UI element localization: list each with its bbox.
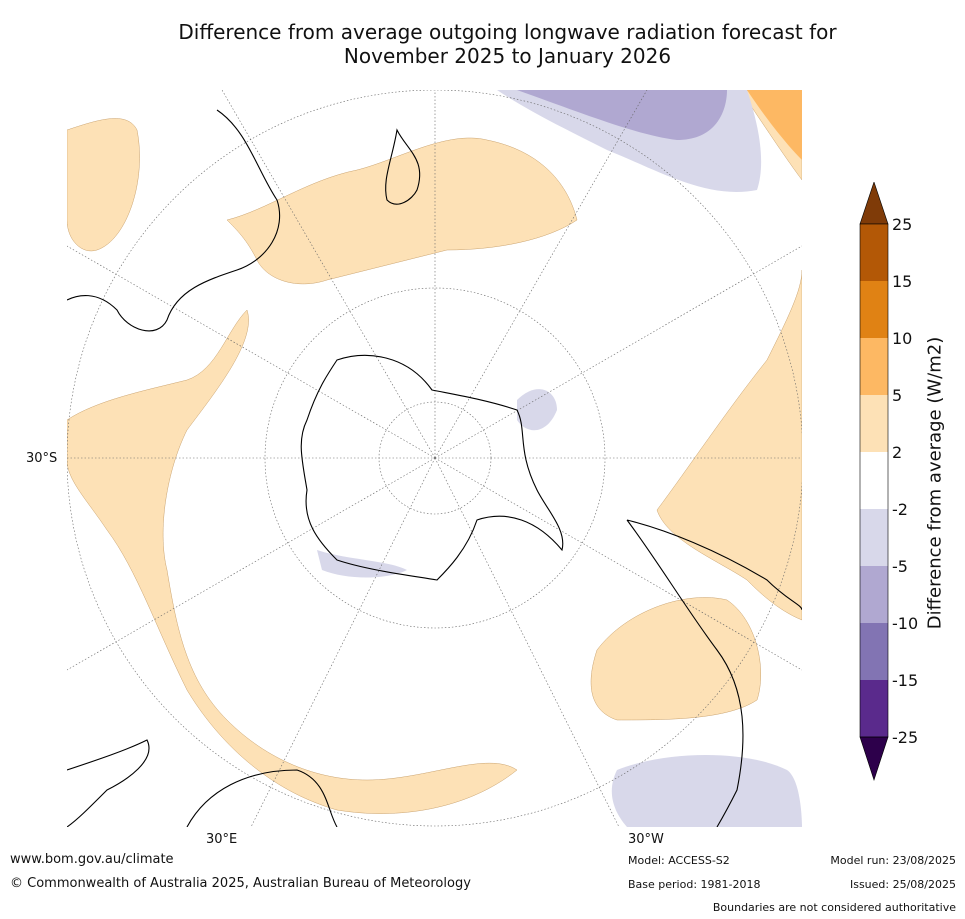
colorbar-segment-neg10-neg15 xyxy=(860,623,888,680)
anomaly-region-australia-nz xyxy=(226,137,578,285)
longitude-label-30w: 30°W xyxy=(628,832,664,847)
new-zealand-coastline xyxy=(385,128,421,205)
latitude-label-30s: 30°S xyxy=(26,451,58,466)
footer-base-period: Base period: 1981-2018 xyxy=(628,878,761,891)
colorbar-segment-15-10 xyxy=(860,281,888,338)
anomaly-region-southern-africa xyxy=(67,118,140,252)
footer-model: Model: ACCESS-S2 xyxy=(628,854,730,867)
colorbar xyxy=(859,182,889,781)
title-line-2: November 2025 to January 2026 xyxy=(343,44,672,68)
positive-anomaly-regions xyxy=(67,90,802,814)
meridian-150e xyxy=(221,90,436,459)
colorbar-label: Difference from average (W/m2) xyxy=(924,336,946,630)
colorbar-segment-neg5-neg10 xyxy=(860,566,888,623)
meridian-30e xyxy=(250,457,436,827)
colorbar-extend-max xyxy=(859,182,889,225)
map-canvas xyxy=(67,90,802,827)
meridian-60e xyxy=(67,457,436,671)
antarctica-coastline xyxy=(300,354,564,581)
south-america-coastline xyxy=(626,519,802,827)
longitude-label-30e: 30°E xyxy=(206,832,238,847)
anomaly-region-south-atlantic xyxy=(590,597,761,721)
graticule xyxy=(67,90,802,827)
footer-model-run: Model run: 23/08/2025 xyxy=(830,854,956,867)
anomaly-region-south-atlantic-negative xyxy=(611,755,802,827)
colorbar-tick-2: 2 xyxy=(892,443,903,462)
anomaly-region-indian-ocean-band xyxy=(67,309,518,814)
chart-title: Difference from average outgoing longwav… xyxy=(100,20,915,68)
colorbar-tick-neg2: -2 xyxy=(892,500,908,519)
anomaly-region-antarctic-negative xyxy=(517,389,557,431)
negative-anomaly-regions xyxy=(317,90,802,827)
footer-disclaimer: Boundaries are not considered authoritat… xyxy=(712,901,956,914)
colorbar-segment-10-5 xyxy=(860,338,888,395)
anomaly-region-pacific-negative-mid xyxy=(517,90,727,140)
colorbar-segment-25-15 xyxy=(860,224,888,281)
colorbar-outline xyxy=(859,223,889,738)
southern-africa-coastline-2 xyxy=(186,769,338,827)
meridian-30w xyxy=(434,457,620,827)
colorbar-segment-neg15-neg25 xyxy=(860,680,888,737)
anomaly-region-strong-positive xyxy=(747,90,802,160)
meridian-120w xyxy=(434,245,802,459)
colorbar-tick-neg15: -15 xyxy=(892,671,919,690)
latitude-circle-60s xyxy=(264,287,606,629)
southern-africa-coastline xyxy=(67,739,150,827)
title-line-1: Difference from average outgoing longwav… xyxy=(178,20,837,44)
latitude-circle-30s xyxy=(67,90,802,827)
colorbar-tick-5: 5 xyxy=(892,386,903,405)
meridian-60w xyxy=(434,457,802,671)
anomaly-region-antarctic-coast-negative xyxy=(317,550,407,578)
colorbar-tick-neg10: -10 xyxy=(892,614,919,633)
meridian-120e xyxy=(67,245,436,459)
anomaly-region-south-america-east xyxy=(656,269,802,621)
footer-website: www.bom.gov.au/climate xyxy=(10,852,174,867)
colorbar-tick-neg25: -25 xyxy=(892,728,919,747)
colorbar-tick-neg5: -5 xyxy=(892,557,908,576)
colorbar-segment-2-neg2 xyxy=(860,452,888,509)
meridian-150w xyxy=(434,90,648,459)
colorbar-segment-neg2-neg5 xyxy=(860,509,888,566)
colorbar-segment-5-2 xyxy=(860,395,888,452)
polar-map xyxy=(67,90,802,827)
colorbar-tick-15: 15 xyxy=(892,272,913,291)
colorbar-tick-25: 25 xyxy=(892,215,913,234)
colorbar-tick-10: 10 xyxy=(892,329,913,348)
colorbar-extend-min xyxy=(859,736,889,781)
footer-copyright: © Commonwealth of Australia 2025, Austra… xyxy=(10,876,471,891)
footer-issued: Issued: 25/08/2025 xyxy=(849,878,956,891)
australia-coastline xyxy=(67,109,281,332)
coastlines xyxy=(67,109,802,827)
